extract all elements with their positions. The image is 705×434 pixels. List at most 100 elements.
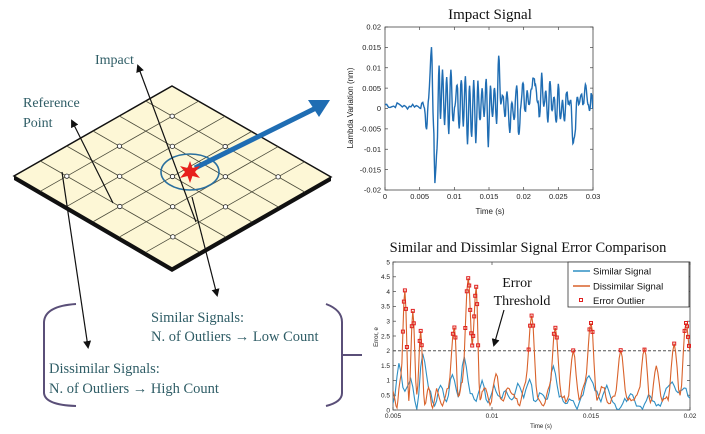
error-outlier-marker <box>551 331 556 336</box>
y-tick-label: 0.015 <box>362 43 381 52</box>
reference-point-node <box>275 174 281 180</box>
impact-label: Impact <box>95 53 134 68</box>
y-tick-label: 1.5 <box>381 363 390 370</box>
x-tick-label: 0.005 <box>385 413 402 420</box>
x-tick-label: 0.03 <box>586 192 601 201</box>
y-tick-label: 0.01 <box>366 63 381 72</box>
bracket-left <box>43 303 77 407</box>
reference-point-node <box>169 173 176 180</box>
chart1-axes: 0 0.005 0.01 0.015 0.02 0.025 0.03 0.02 0.015 0.0… <box>360 23 601 201</box>
dissimilar-arrow <box>61 171 92 349</box>
error-outlier-marker <box>466 276 471 281</box>
reference-label-line2: Point <box>23 116 53 131</box>
x-tick-label: 0.015 <box>583 413 600 420</box>
legend-outlier-marker <box>579 298 583 302</box>
similar-signals-count: N. of Outliers → Low Count <box>151 329 319 345</box>
y-tick-label: 0.02 <box>366 23 381 32</box>
impact-arrow <box>136 64 197 223</box>
error-outlier-marker <box>463 326 468 330</box>
dissimilar-signal-line <box>393 278 690 410</box>
signal-arrow-head <box>308 100 330 117</box>
reference-label-line1: Reference <box>23 96 80 111</box>
error-outlier-marker <box>410 308 415 313</box>
legend-dissimilar-label: Dissimilar Signal <box>593 282 663 293</box>
threshold-label-line2: Threshold <box>494 294 551 309</box>
error-outlier-marker <box>470 343 475 348</box>
x-tick-label: 0.01 <box>447 192 462 201</box>
y-tick-label: -0.01 <box>364 145 381 154</box>
reference-point-node <box>169 113 175 119</box>
reference-point-node <box>170 234 176 240</box>
x-tick-label: 0.005 <box>410 192 429 201</box>
reference-point-node <box>169 143 175 149</box>
error-outlier-marker <box>529 313 534 318</box>
chart2-title: Similar and Dissimlar Signal Error Compa… <box>390 240 667 256</box>
threshold-arrow <box>491 309 505 347</box>
signal-arrow <box>193 105 318 171</box>
error-outlier-marker <box>467 283 472 288</box>
y-tick-label: 5 <box>386 259 390 266</box>
similar-signal-line <box>393 353 690 410</box>
y-tick-label: 3.5 <box>381 304 390 311</box>
y-tick-label: 4.5 <box>381 274 390 281</box>
reference-point-node <box>170 204 176 210</box>
chart2-xlabel: Time (s) <box>530 424 552 430</box>
reference-point-node <box>117 173 123 179</box>
error-outlier-marker <box>589 321 593 325</box>
error-outlier-marker <box>401 299 406 304</box>
chart1-title: Impact Signal <box>448 7 532 23</box>
bracket-right <box>325 303 343 407</box>
impact-star-icon <box>180 161 200 183</box>
error-outlier-marker <box>618 348 623 353</box>
x-tick-label: 0.015 <box>480 192 499 201</box>
chart1-ylabel: Lambda Variation (nm) <box>346 67 355 148</box>
error-outlier-marker <box>672 341 677 346</box>
dissimilar-signals-title: Dissimilar Signals: <box>49 361 160 377</box>
error-outlier-marker <box>468 307 473 312</box>
x-tick-label: 0.02 <box>684 413 697 420</box>
reference-point-node <box>64 173 70 179</box>
chart2-legend: Similar Signal Dissimilar Signal Error O… <box>567 261 690 308</box>
chart2-ylabel: Error, e <box>374 327 380 347</box>
error-outlier-marker <box>418 328 423 333</box>
x-tick-label: 0 <box>383 192 387 201</box>
chart1-xlabel: Time (s) <box>475 207 504 216</box>
error-outlier-marker <box>554 335 559 340</box>
x-tick-label: 0.025 <box>549 192 568 201</box>
chart2-axes: 0.005 0.01 0.015 0.02 5 4.5 4 3.5 3 2.5 2 1.5 1 0.5 0 <box>381 259 697 420</box>
error-outliers <box>400 276 691 353</box>
error-outlier-marker <box>526 347 531 352</box>
error-outlier-marker <box>402 288 407 293</box>
error-outlier-marker <box>417 338 422 343</box>
y-tick-label: 2 <box>386 348 390 355</box>
error-outlier-marker <box>474 284 479 289</box>
similar-signals-title: Similar Signals: <box>151 310 244 326</box>
error-outlier-marker <box>571 348 576 353</box>
error-outlier-marker <box>411 321 416 326</box>
x-tick-label: 0.02 <box>516 192 531 201</box>
y-tick-label: 1 <box>386 378 390 385</box>
reference-points <box>64 113 281 240</box>
x-tick-label: 0.01 <box>486 413 499 420</box>
error-outlier-marker <box>553 325 558 330</box>
error-outlier-marker <box>473 293 478 298</box>
similar-arrow <box>191 196 220 297</box>
y-tick-label: -0.015 <box>360 165 381 174</box>
reference-point-node <box>116 143 123 149</box>
error-outlier-marker <box>450 331 455 336</box>
y-tick-label: 3 <box>386 318 390 325</box>
error-outlier-marker <box>419 343 424 348</box>
error-outlier-marker <box>471 333 476 338</box>
impact-signal-line <box>385 47 593 184</box>
dissimilar-signals-count: N. of Outliers → High Count <box>49 381 219 397</box>
error-outlier-marker <box>682 328 687 333</box>
error-comparison-chart: Similar and Dissimlar Signal Error Compa… <box>374 240 697 430</box>
legend-similar-label: Similar Signal <box>593 267 651 278</box>
impact-zone-circle <box>160 153 220 191</box>
y-tick-label: 0 <box>377 104 381 113</box>
impact-signal-chart: Impact Signal 0 0.005 0.01 0.015 0.02 0.025 0.… <box>346 7 600 216</box>
y-tick-label: -0.02 <box>364 186 381 195</box>
threshold-label-line1: Error <box>502 276 532 291</box>
error-outlier-marker <box>685 324 689 329</box>
